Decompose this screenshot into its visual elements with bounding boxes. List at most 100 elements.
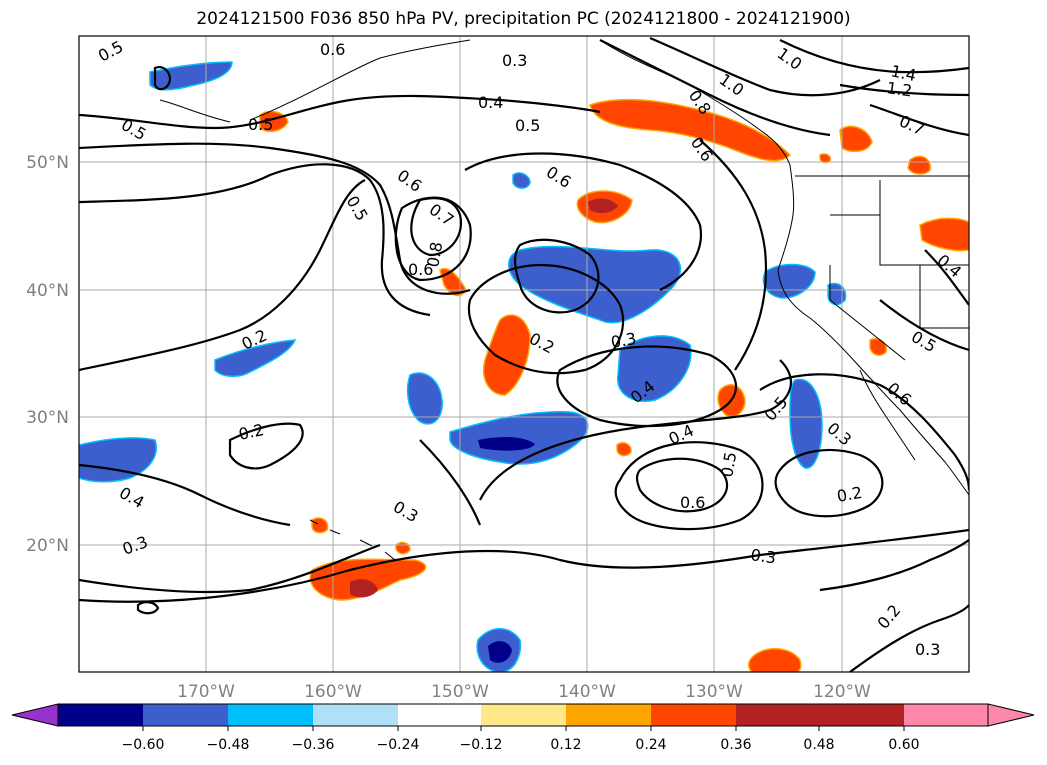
- precip-area-negative: [827, 282, 847, 306]
- precip-area-positive: [589, 98, 792, 162]
- pv-contours: [79, 36, 969, 672]
- lat-axis-labels: 50°N 40°N 30°N 20°N: [26, 153, 69, 556]
- colorbar-segment: [58, 704, 143, 726]
- colorbar-tick-label: −0.24: [377, 737, 420, 753]
- contour-label: 0.8: [423, 240, 446, 268]
- pv-contour: [153, 66, 172, 91]
- california-nevada-border: [829, 265, 906, 361]
- lon-label: 120°W: [813, 682, 871, 702]
- precip-area-positive: [819, 153, 832, 164]
- baja-peninsula-coast: [859, 369, 916, 461]
- pv-contour: [514, 238, 600, 314]
- pv-contour: [849, 604, 969, 672]
- colorbar-tick-label: 0.48: [803, 737, 834, 753]
- pv-contour: [839, 83, 969, 97]
- pv-contour: [79, 94, 601, 130]
- pv-contour: [228, 422, 304, 470]
- colorbar: −0.60 −0.48 −0.36 −0.24 −0.12 0.12 0.24 …: [11, 703, 1035, 753]
- precip-area-positive: [919, 217, 969, 252]
- pv-contour: [464, 152, 703, 291]
- colorbar-tick-label: 0.36: [720, 737, 751, 753]
- graticule: [79, 36, 969, 672]
- lat-label: 40°N: [26, 281, 69, 301]
- precip-area-strong-positive: [588, 198, 618, 214]
- colorbar-segment: [228, 704, 313, 726]
- colorbar-outline: [57, 703, 989, 727]
- colorbar-segment: [481, 704, 566, 726]
- precip-area-negative: [512, 172, 531, 189]
- pv-contour: [79, 528, 969, 603]
- precip-area-negative: [149, 61, 233, 91]
- pv-contour: [467, 263, 625, 375]
- pv-contour: [394, 196, 472, 282]
- colorbar-segment: [651, 704, 736, 726]
- precip-area-positive: [839, 125, 873, 153]
- pv-contour: [79, 463, 291, 527]
- precip-area-negative: [789, 378, 823, 469]
- pv-contour: [759, 373, 969, 491]
- pv-contour: [79, 163, 431, 317]
- pv-contour: [635, 457, 729, 513]
- colorbar-tick-label: −0.48: [207, 737, 250, 753]
- pv-contour: [924, 249, 969, 306]
- precip-area-negative: [214, 339, 297, 377]
- contour-label: 0.5: [717, 450, 740, 478]
- lon-label: 160°W: [304, 682, 362, 702]
- lon-label: 150°W: [431, 682, 489, 702]
- pv-contour: [614, 441, 764, 531]
- lon-label: 140°W: [558, 682, 616, 702]
- precip-area-negative: [617, 335, 692, 402]
- pv-contour: [819, 539, 969, 592]
- contour-label: 0.6: [408, 260, 433, 279]
- lat-label: 20°N: [26, 536, 69, 556]
- coastlines: [159, 39, 969, 561]
- north-america-coast: [599, 39, 969, 496]
- us-state-border: [830, 214, 969, 266]
- colorbar-tick-label: 0.24: [635, 737, 666, 753]
- pv-contour: [869, 103, 969, 137]
- contour-label: 0.3: [749, 545, 777, 567]
- contour-label: 0.3: [609, 329, 637, 352]
- contour-label: 0.6: [320, 40, 345, 59]
- colorbar-segment: [313, 704, 398, 726]
- precip-area-positive: [616, 442, 632, 457]
- alaska-coast: [249, 39, 471, 121]
- contour-label: 0.6: [680, 493, 705, 512]
- map-title: 2024121500 F036 850 hPa PV, precipitatio…: [196, 9, 851, 29]
- lat-label: 50°N: [26, 153, 69, 173]
- precip-area-positive: [907, 155, 931, 175]
- precip-area-positive: [869, 338, 887, 356]
- colorbar-segment: [819, 704, 904, 726]
- contour-label: 1.4: [889, 61, 918, 85]
- contour-label: 0.5: [515, 116, 540, 135]
- precip-area-negative: [406, 372, 443, 425]
- colorbar-segment: [398, 704, 481, 726]
- precip-area-positive: [311, 517, 329, 534]
- precip-area-positive: [309, 558, 427, 601]
- pv-contour: [79, 142, 471, 295]
- pv-contour: [479, 359, 792, 501]
- colorbar-extend-left: [11, 703, 59, 727]
- precip-area-strong-positive: [350, 579, 378, 598]
- contour-label: 0.3: [915, 640, 940, 659]
- pv-contour: [79, 543, 381, 594]
- precip-area-strong-negative: [488, 641, 512, 663]
- colorbar-tick-label: 0.12: [550, 737, 581, 753]
- precip-area-positive: [747, 648, 802, 672]
- colorbar-tick-label: −0.12: [460, 737, 503, 753]
- map-border: [78, 35, 970, 673]
- pv-contour: [774, 448, 884, 518]
- precip-area-strong-negative: [478, 436, 535, 451]
- pv-contour: [879, 299, 969, 352]
- lon-label: 130°W: [685, 682, 743, 702]
- pv-contour: [599, 39, 831, 137]
- colorbar-tick-label: 0.60: [888, 737, 919, 753]
- precip-area-negative: [79, 437, 157, 483]
- colorbar-segment: [143, 704, 228, 726]
- colorbar-extend-right: [987, 703, 1035, 727]
- lon-label: 170°W: [177, 682, 235, 702]
- precip-area-positive: [395, 541, 411, 555]
- contour-label: 1.2: [885, 78, 913, 100]
- colorbar-segment: [736, 704, 819, 726]
